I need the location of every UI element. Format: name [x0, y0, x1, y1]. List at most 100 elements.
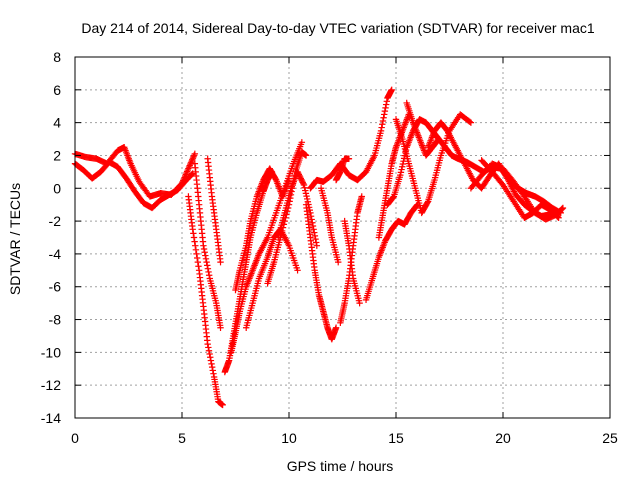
data-point — [189, 156, 196, 163]
data-point — [205, 344, 212, 351]
data-point — [383, 98, 390, 105]
data-point — [388, 86, 395, 94]
data-point — [208, 360, 215, 368]
data-point — [399, 160, 407, 168]
data-point — [378, 124, 385, 131]
data-point — [397, 169, 405, 176]
series-track-14 — [337, 193, 365, 327]
y-tick-label: -6 — [49, 279, 62, 295]
data-point — [381, 107, 389, 115]
x-tick-label: 5 — [178, 430, 186, 446]
data-point — [308, 216, 315, 223]
data-point — [183, 168, 191, 175]
data-point — [191, 238, 198, 245]
data-point — [186, 162, 193, 169]
data-point — [190, 152, 198, 159]
data-point — [377, 127, 385, 135]
data-point — [202, 255, 210, 263]
data-point — [466, 118, 474, 126]
y-tick-label: 0 — [53, 180, 61, 196]
data-point — [379, 117, 387, 125]
data-point — [188, 170, 196, 178]
data-point — [294, 267, 301, 274]
series-track-3 — [185, 193, 226, 409]
series-track-2 — [71, 158, 196, 212]
data-point — [302, 190, 310, 197]
data-point — [209, 367, 217, 374]
data-point — [200, 245, 208, 253]
y-tick-label: -2 — [49, 213, 62, 229]
y-tick-label: -10 — [41, 344, 61, 360]
y-tick-label: 4 — [53, 115, 61, 131]
data-point — [205, 347, 213, 354]
axes — [74, 56, 611, 419]
data-point — [311, 229, 318, 236]
data-point — [467, 119, 475, 126]
data-point — [185, 165, 192, 172]
series-track-24 — [478, 157, 562, 222]
data-point — [192, 246, 200, 254]
data-point — [398, 166, 405, 173]
data-point — [208, 363, 216, 371]
y-tick-label: 2 — [53, 147, 61, 163]
y-tick-label: -4 — [49, 246, 62, 262]
data-point — [313, 242, 321, 249]
data-point — [272, 175, 279, 183]
series-track-13 — [307, 86, 395, 192]
plot-frame — [74, 56, 611, 419]
data-point — [300, 180, 307, 187]
x-axis-label: GPS time / hours — [287, 458, 394, 474]
data-point — [382, 101, 390, 108]
data-point — [207, 357, 215, 364]
data-point — [195, 263, 202, 270]
data-point — [205, 268, 212, 276]
data-point — [185, 163, 193, 171]
grid-lines — [75, 57, 610, 418]
data-point — [189, 155, 197, 162]
y-tick-label: -14 — [41, 410, 61, 426]
data-point — [356, 299, 363, 307]
data-point — [206, 350, 213, 358]
data-point — [382, 104, 389, 112]
data-point — [302, 152, 310, 159]
series-track-5 — [204, 155, 224, 266]
data-point — [559, 205, 566, 212]
data-point — [390, 194, 397, 201]
data-point — [381, 111, 388, 118]
series-track-1 — [71, 144, 199, 200]
data-point — [193, 254, 201, 262]
data-point — [307, 212, 315, 220]
data-point — [217, 324, 224, 331]
data-point — [312, 239, 320, 246]
data-point — [558, 206, 565, 213]
data-point — [424, 199, 431, 206]
series-track-16 — [332, 155, 353, 184]
series-track-8 — [232, 165, 293, 294]
data-point — [183, 169, 190, 177]
series-track-18 — [375, 111, 413, 241]
y-axis-label: SDTVAR / TECUs — [7, 183, 23, 295]
data-point — [193, 250, 200, 258]
y-tick-label: 6 — [53, 82, 61, 98]
data-point — [192, 242, 199, 249]
data-point — [204, 265, 212, 272]
data-point — [200, 242, 207, 249]
data-point — [312, 235, 319, 243]
data-point — [303, 195, 311, 203]
data-point — [332, 324, 340, 331]
series-track-20 — [392, 111, 475, 217]
series-track-17 — [362, 201, 421, 304]
data-point — [301, 184, 308, 191]
x-tick-label: 10 — [281, 430, 297, 446]
x-tick-label: 15 — [388, 430, 404, 446]
data-point — [303, 192, 310, 200]
data-points — [71, 86, 567, 409]
data-point — [203, 258, 210, 266]
x-tick-label: 20 — [495, 430, 511, 446]
data-point — [210, 370, 217, 377]
series-track-4 — [191, 160, 224, 331]
data-point — [187, 159, 195, 166]
x-tick-label: 0 — [71, 430, 79, 446]
